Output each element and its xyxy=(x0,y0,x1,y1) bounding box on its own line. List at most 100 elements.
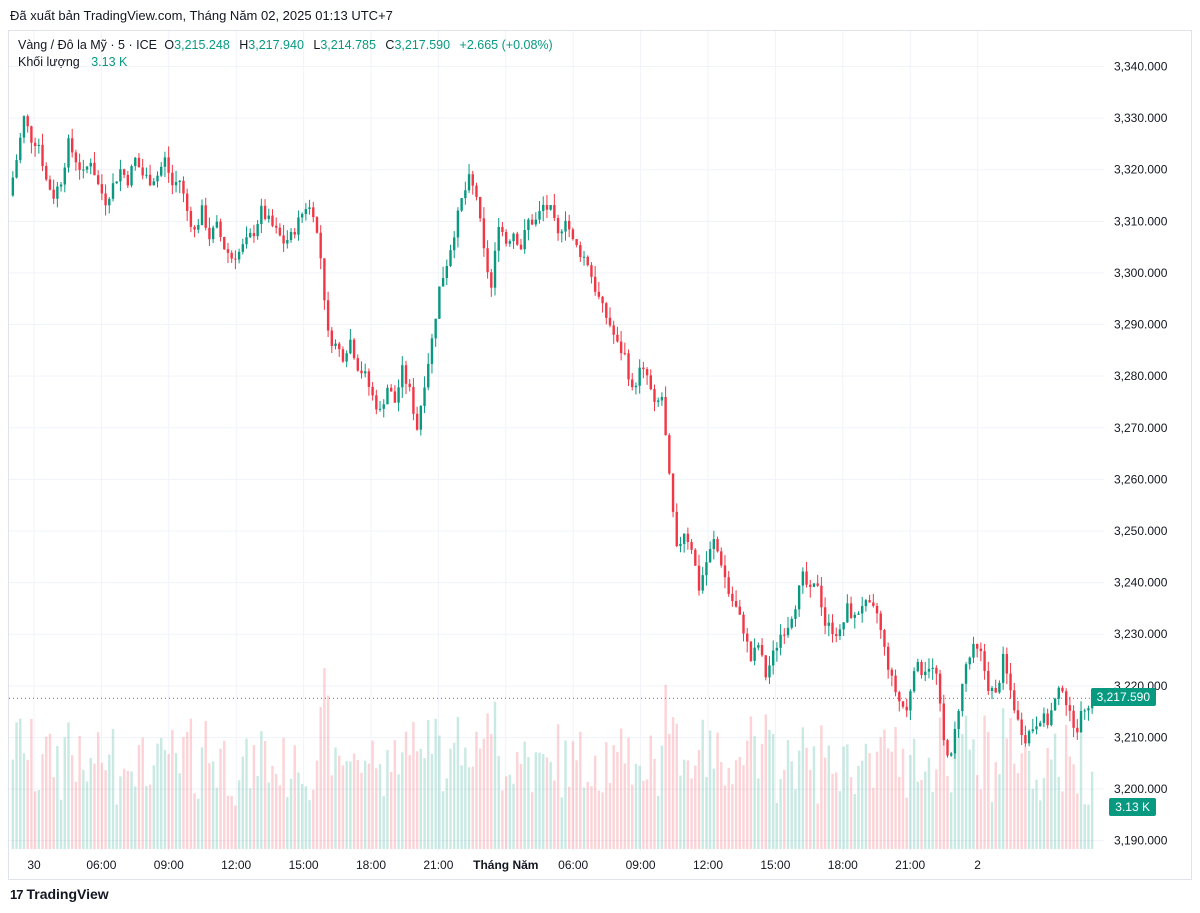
candle-body xyxy=(608,317,612,326)
y-tick-label: 3,330.000 xyxy=(1114,111,1168,125)
volume-bar xyxy=(200,747,204,849)
candle-body xyxy=(193,226,196,230)
candle-body xyxy=(104,193,107,206)
volume-bar xyxy=(393,740,397,849)
price-chart[interactable]: 3,340.000 3,330.000 3,320.000 3,310.000 3,30… xyxy=(9,31,1191,879)
y-tick-label: 3,230.000 xyxy=(1114,627,1168,641)
volume-bar xyxy=(742,765,745,849)
volume-label[interactable]: Khối lượng xyxy=(18,55,80,69)
candle-body xyxy=(731,593,734,601)
volume-bar xyxy=(297,772,300,849)
volume-bar xyxy=(805,747,808,849)
volume-bar xyxy=(909,754,912,849)
symbol-label[interactable]: Vàng / Đô la Mỹ · 5 · ICE xyxy=(18,38,157,52)
volume-bar xyxy=(63,737,66,849)
candle-body xyxy=(901,701,905,707)
x-tick-label: 2 xyxy=(974,858,981,872)
volume-bar xyxy=(597,790,601,849)
volume-bar xyxy=(720,761,723,849)
volume-bar xyxy=(857,765,860,849)
candle-body xyxy=(820,585,823,608)
volume-bar xyxy=(872,787,875,849)
candle-body xyxy=(141,167,144,176)
volume-bar xyxy=(249,788,252,849)
candle-body xyxy=(360,370,363,374)
volume-value: 3.13 K xyxy=(91,55,128,69)
low-label: L xyxy=(313,38,321,52)
candle-body xyxy=(1013,690,1016,711)
y-tick-label: 3,210.000 xyxy=(1114,730,1168,744)
volume-bar xyxy=(148,784,152,849)
candle-body xyxy=(768,665,771,678)
candle-body xyxy=(326,300,330,331)
volume-bar xyxy=(668,733,671,849)
volume-bar xyxy=(942,707,945,849)
candle-body xyxy=(100,184,104,194)
candle-body xyxy=(78,162,81,170)
volume-bar xyxy=(823,757,827,849)
volume-bar xyxy=(734,760,738,849)
tradingview-logo[interactable]: 17 TradingView xyxy=(10,886,109,902)
candle-body xyxy=(412,387,415,414)
candle-body xyxy=(601,296,604,304)
candle-body xyxy=(267,215,270,219)
volume-bar xyxy=(1068,756,1072,849)
candle-body xyxy=(516,233,519,245)
candle-body xyxy=(924,671,927,676)
volume-bar xyxy=(1005,738,1009,849)
candle-body xyxy=(145,174,148,176)
volume-bar xyxy=(809,770,812,849)
volume-bar xyxy=(631,784,634,849)
candle-body xyxy=(219,221,222,237)
candle-body xyxy=(423,387,426,407)
candle-body xyxy=(623,353,627,355)
volume-bar xyxy=(682,759,686,849)
volume-bar xyxy=(935,769,938,849)
volume-bar xyxy=(59,799,63,849)
volume-bar xyxy=(660,745,664,849)
candle-body xyxy=(701,575,704,591)
volume-bar xyxy=(427,719,430,849)
candle-body xyxy=(775,647,779,651)
volume-bar xyxy=(716,732,719,849)
volume-bar xyxy=(360,772,363,849)
volume-bar xyxy=(156,743,159,849)
volume-bar xyxy=(623,763,627,849)
volume-bar xyxy=(167,754,170,849)
volume-bar xyxy=(653,758,656,849)
volume-bar xyxy=(237,780,241,849)
candle-body xyxy=(779,634,782,648)
volume-bar xyxy=(174,753,178,849)
candle-body xyxy=(720,551,723,566)
volume-bar xyxy=(482,738,486,849)
y-tick-label: 3,240.000 xyxy=(1114,576,1168,590)
candle-body xyxy=(330,330,334,346)
candle-body xyxy=(427,363,430,388)
volume-bar xyxy=(1057,776,1060,849)
volume-bar xyxy=(349,761,352,849)
volume-bar xyxy=(401,752,404,849)
candle-body xyxy=(771,650,775,666)
volume-bar xyxy=(827,745,831,849)
volume-bar xyxy=(575,760,578,849)
volume-bar xyxy=(671,717,675,849)
volume-bar xyxy=(1020,753,1023,849)
candle-body xyxy=(753,647,756,661)
volume-bar xyxy=(1053,733,1057,849)
candle-body xyxy=(1053,698,1057,711)
volume-bar xyxy=(994,761,997,849)
volume-bar xyxy=(11,759,15,849)
candle-body xyxy=(33,142,37,147)
volume-bar xyxy=(579,731,582,849)
volume-bar xyxy=(1046,748,1049,849)
candle-body xyxy=(367,371,371,387)
volume-bar xyxy=(690,778,693,849)
candle-body xyxy=(564,220,567,232)
volume-bar xyxy=(193,793,196,849)
candle-body xyxy=(274,225,278,228)
volume-bar xyxy=(122,768,126,849)
open-label: O xyxy=(164,38,175,52)
volume-bar xyxy=(519,763,523,849)
candle-body xyxy=(682,533,686,544)
volume-bar xyxy=(267,782,270,849)
